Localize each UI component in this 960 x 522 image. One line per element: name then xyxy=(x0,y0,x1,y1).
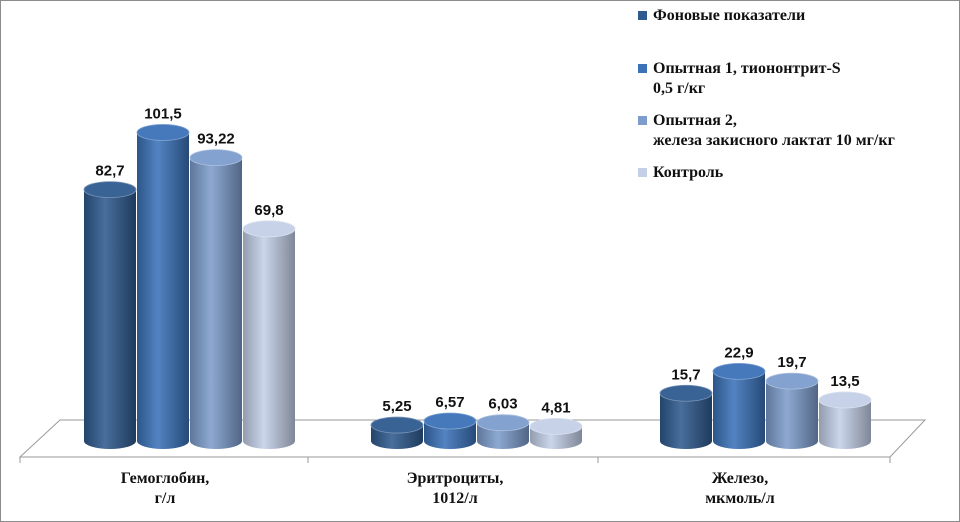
data-label: 6,03 xyxy=(488,396,517,413)
legend-swatch xyxy=(638,11,647,20)
legend-label: Опытная 1, тиононтрит-S 0,5 г/кг xyxy=(653,60,841,97)
bar xyxy=(530,426,582,449)
bar-top xyxy=(370,416,424,434)
bar xyxy=(477,422,529,449)
data-label: 22,9 xyxy=(724,344,753,361)
data-label: 101,5 xyxy=(144,105,182,122)
bar xyxy=(660,393,712,449)
bar xyxy=(137,132,189,449)
legend-item-experimental-2: Опытная 2, железа закисного лактат 10 мг… xyxy=(638,111,895,151)
bar-top xyxy=(818,391,872,409)
category-label: 1012/л xyxy=(432,490,477,507)
legend-swatch xyxy=(638,116,647,125)
bar xyxy=(84,189,136,450)
bar-top xyxy=(136,124,190,141)
bar-top xyxy=(659,384,713,402)
bar xyxy=(713,371,765,449)
data-label: 5,25 xyxy=(382,398,411,415)
data-label: 15,7 xyxy=(671,366,700,383)
bar-top xyxy=(765,372,819,390)
legend-item-experimental-1: Опытная 1, тиононтрит-S 0,5 г/кг xyxy=(638,59,841,99)
bar-top xyxy=(712,362,766,380)
bar-top xyxy=(242,220,296,238)
data-label: 82,7 xyxy=(95,163,124,180)
bar-top xyxy=(189,149,243,167)
bar-top xyxy=(83,181,137,198)
legend-label: Опытная 2, железа закисного лактат 10 мг… xyxy=(653,112,895,149)
data-label: 69,8 xyxy=(254,202,283,219)
category-label: Гемоглобин, xyxy=(121,470,210,487)
legend-swatch xyxy=(638,168,647,177)
data-label: 6,57 xyxy=(435,394,464,411)
legend-label: Контроль xyxy=(653,164,724,181)
bar xyxy=(371,425,423,449)
category-label: Эритроциты, xyxy=(407,470,504,487)
data-label: 19,7 xyxy=(777,354,806,371)
data-label: 4,81 xyxy=(541,399,570,416)
data-label: 93,22 xyxy=(197,131,235,148)
bar-top xyxy=(529,417,583,435)
category-label: Железо, xyxy=(712,470,769,487)
legend-swatch xyxy=(638,64,647,73)
bar xyxy=(243,228,295,449)
category-label: г/л xyxy=(155,490,176,507)
bar xyxy=(766,381,818,449)
legend-item-control: Контроль xyxy=(638,163,723,183)
legend-label: Фоновые показатели xyxy=(653,7,806,24)
bar-top xyxy=(476,414,530,432)
bar-top xyxy=(423,412,477,430)
data-label: 13,5 xyxy=(830,373,859,390)
bar xyxy=(819,399,871,449)
bar xyxy=(190,157,242,449)
category-label: мкмоль/л xyxy=(705,490,774,507)
legend-item-background: Фоновые показатели xyxy=(638,6,805,26)
